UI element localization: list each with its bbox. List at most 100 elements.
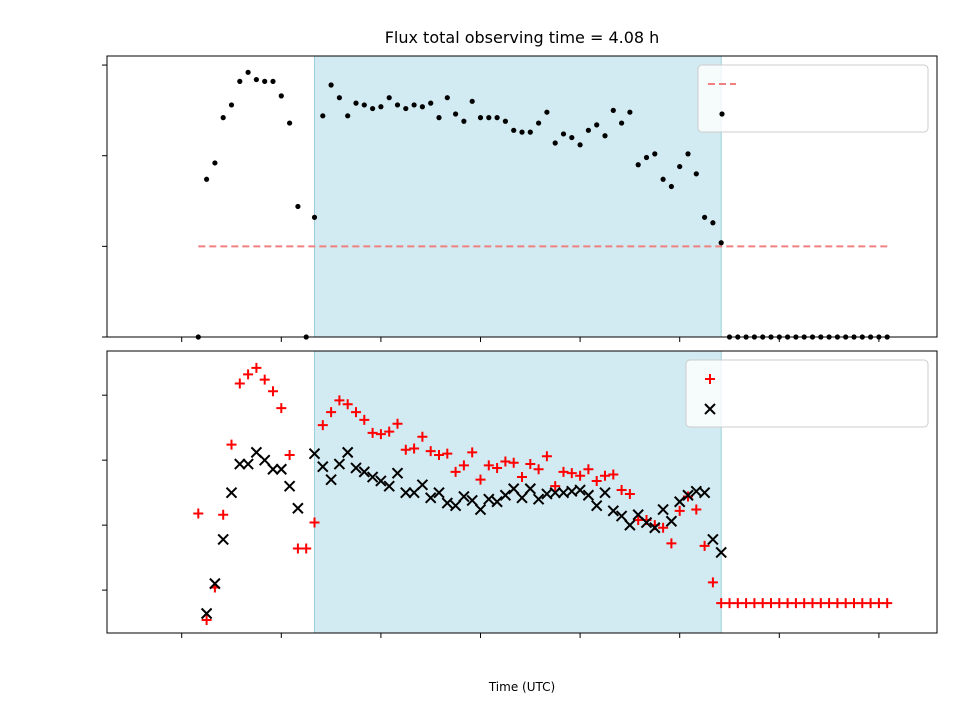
predicted-star-point <box>383 480 395 492</box>
measurement-point <box>278 93 284 99</box>
matched-star-point <box>259 374 270 385</box>
measurement-point <box>552 140 558 146</box>
legend <box>697 64 929 133</box>
matched-star-point <box>442 448 453 459</box>
predicted-star-point <box>549 486 561 499</box>
legend <box>685 359 929 428</box>
measurement-point <box>718 240 724 246</box>
matched-star-point <box>425 446 436 457</box>
predicted-star-point <box>458 490 470 503</box>
chart-title: Flux total observing time = 4.08 h <box>385 28 660 47</box>
measurement-point <box>710 220 716 226</box>
matched-star-point <box>417 431 428 442</box>
measurement-point <box>627 109 633 115</box>
measurement-point <box>370 105 376 112</box>
measurement-point <box>577 142 583 148</box>
matched-star-point <box>550 481 561 492</box>
predicted-star-point <box>449 499 462 512</box>
matched-star-point <box>367 427 378 438</box>
predicted-star-point <box>590 499 603 512</box>
matched-star-point <box>276 403 287 414</box>
matched-star-point <box>384 426 395 437</box>
measurement-point <box>428 100 434 106</box>
predicted-star-point <box>358 466 371 478</box>
predicted-star-point <box>400 486 412 499</box>
observing-window <box>314 55 722 338</box>
measurement-point <box>635 162 641 168</box>
measurement-point <box>212 160 218 166</box>
measurement-point <box>237 78 243 84</box>
matched-star-point <box>600 470 610 481</box>
measurement-point <box>652 151 658 157</box>
matched-star-point <box>475 474 486 485</box>
predicted-star-point <box>466 494 478 507</box>
predicted-star-point <box>574 484 586 496</box>
matched-star-point <box>566 468 577 479</box>
matched-star-point <box>525 459 536 470</box>
measurement-point <box>394 102 401 108</box>
matched-star-point <box>666 538 677 549</box>
matched-star-point <box>268 386 278 397</box>
measurement-point <box>519 129 525 135</box>
panel-ratio <box>102 55 938 342</box>
matched-star-point <box>591 475 602 486</box>
measurement-point <box>444 95 450 101</box>
predicted-star-point <box>391 467 404 479</box>
measurement-point <box>378 104 384 110</box>
predicted-star-point <box>350 462 362 474</box>
predicted-star-point <box>308 447 321 460</box>
predicted-star-point <box>532 493 545 505</box>
measurement-point <box>660 176 666 182</box>
matched-star-point <box>317 420 328 431</box>
matched-star-point <box>351 407 361 418</box>
measurement-point <box>311 214 318 220</box>
predicted-star-point <box>217 533 229 546</box>
predicted-star-point <box>242 458 254 470</box>
matched-star-point <box>467 447 478 458</box>
matched-star-point <box>409 443 420 454</box>
matched-star-point <box>608 469 619 480</box>
predicted-star-point <box>333 458 346 470</box>
predicted-star-point <box>682 489 694 501</box>
measurement-point <box>453 111 459 117</box>
predicted-star-point <box>607 505 620 517</box>
measurement-point <box>469 98 475 104</box>
predicted-star-point <box>341 446 354 459</box>
measurement-point <box>228 102 235 108</box>
matched-star-point <box>243 369 254 380</box>
matched-star-point <box>334 395 345 406</box>
measurement-point <box>494 115 500 121</box>
matched-star-point <box>508 457 519 468</box>
matched-star-point <box>284 449 295 460</box>
measurement-point <box>693 171 699 177</box>
matched-star-point <box>699 540 710 551</box>
measurement-point <box>411 102 417 108</box>
predicted-star-point <box>524 483 537 495</box>
measurement-point <box>610 107 616 113</box>
measurement-point <box>253 76 259 83</box>
matched-star-point <box>301 543 312 554</box>
measurement-point <box>204 176 210 182</box>
predicted-star-point <box>267 463 279 475</box>
predicted-star-point <box>200 607 213 620</box>
predicted-star-point <box>225 486 238 499</box>
measurement-point <box>295 203 301 210</box>
matched-star-point <box>541 451 552 462</box>
plot-frame <box>106 350 938 634</box>
predicted-star-point <box>657 503 669 516</box>
measurement-point <box>544 109 550 115</box>
predicted-star-point <box>516 492 528 504</box>
matched-star-point <box>375 429 386 440</box>
measurement-point <box>345 113 351 119</box>
predicted-star-point <box>640 516 653 529</box>
predicted-star-point <box>507 483 520 495</box>
matched-star-point <box>882 598 893 609</box>
legend-marker <box>704 403 716 415</box>
matched-star-point <box>658 522 669 533</box>
matched-star-point <box>400 444 411 455</box>
measurement-point <box>477 115 484 121</box>
predicted-star-point <box>582 489 595 501</box>
predicted-star-point <box>707 533 719 546</box>
predicted-star-point <box>258 454 271 466</box>
plot-frame <box>106 55 938 338</box>
